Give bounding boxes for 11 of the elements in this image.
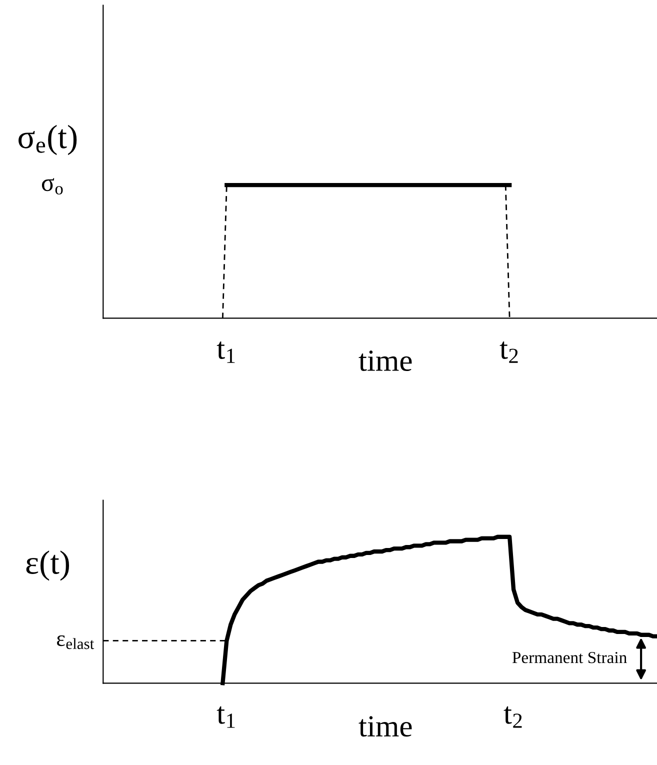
x-axis-title: time: [358, 716, 412, 737]
annotation: Permanent Strain: [512, 652, 627, 664]
y-axis-title: ε(t): [26, 550, 70, 581]
x-tick-label: t$_{1}$: [216, 706, 235, 728]
x-tick-label: t$_{2}$: [500, 341, 518, 363]
x-tick-label: t$_{1}$: [216, 341, 235, 363]
x-tick-label: t$_{2}$: [504, 706, 522, 728]
text: σ$_{o}$: [42, 178, 63, 195]
x-axis-title: time: [358, 350, 412, 372]
text: ε$_{elast}$: [57, 635, 94, 650]
y-axis-title: σ$_{e}$(t): [18, 124, 77, 156]
